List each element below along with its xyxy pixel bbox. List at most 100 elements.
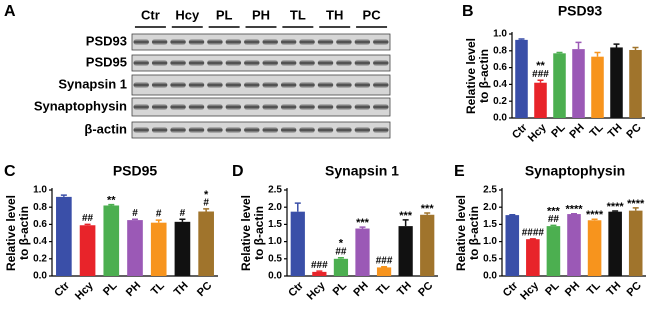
blot-band	[188, 82, 205, 88]
error-bar	[591, 218, 598, 221]
blot-band	[244, 60, 260, 66]
blot-band	[262, 104, 278, 110]
y-tick-label: 1.0	[483, 236, 497, 247]
x-tick-label: PC	[195, 280, 214, 299]
blot-band	[299, 127, 315, 133]
y-tick-label: 1.0	[33, 185, 47, 196]
blot-band	[207, 39, 223, 45]
y-axis-label: Relative level	[454, 195, 468, 271]
row-label: PSD93	[86, 33, 127, 48]
blot-band	[373, 39, 389, 45]
y-tick-label: 0.8	[33, 202, 47, 213]
y-tick-label: 0.0	[33, 271, 47, 282]
blot-band	[262, 127, 278, 133]
y-tick-label: 1.0	[493, 29, 507, 40]
y-tick-label: 0.6	[33, 219, 47, 230]
blot-band	[317, 60, 334, 66]
y-tick-label: 0.2	[493, 96, 507, 107]
blot-band	[133, 127, 149, 133]
y-tick-label: 2.5	[268, 185, 282, 196]
x-tick-label: TH	[395, 280, 414, 299]
blot-band	[244, 39, 260, 45]
significance-star: ***	[547, 205, 561, 217]
significance-hash: #	[132, 208, 138, 219]
blot-band	[225, 104, 242, 110]
blot-strip	[131, 121, 391, 139]
blot-band	[151, 127, 168, 133]
bar	[398, 226, 413, 276]
error-bar	[556, 51, 563, 54]
bar	[79, 225, 96, 276]
blot-band	[188, 39, 205, 45]
error-bar	[575, 41, 582, 50]
blot-band	[280, 127, 297, 133]
panel-letter: C	[4, 163, 16, 180]
bar	[56, 196, 72, 276]
blot-band	[373, 104, 389, 110]
blot-band	[354, 127, 371, 133]
bar	[312, 271, 327, 276]
y-tick-label: 1.5	[268, 219, 282, 230]
significance-star: ****	[586, 209, 604, 221]
panel-letter: B	[462, 3, 474, 20]
lane-label: PC	[363, 7, 382, 22]
bar	[376, 267, 392, 276]
bar	[534, 82, 547, 118]
blot-band	[188, 127, 205, 133]
y-tick-label: 0.0	[493, 113, 507, 124]
blot-band	[299, 82, 315, 88]
blot-band	[317, 39, 334, 45]
blot-strip	[131, 33, 391, 51]
y-tick-label: 0.0	[483, 271, 497, 282]
blot-band	[170, 104, 186, 110]
y-axis-label: to β-actin	[477, 49, 491, 103]
error-bar	[132, 218, 138, 221]
error-bar	[612, 210, 619, 212]
y-axis-label: Relative level	[464, 38, 478, 114]
blot-band	[373, 60, 389, 66]
significance-hash: #	[203, 198, 209, 209]
error-bar	[60, 194, 67, 197]
significance-hash: ###	[311, 260, 328, 271]
y-tick-label: 1.0	[268, 236, 282, 247]
error-bar	[108, 203, 115, 206]
blot-band	[244, 82, 260, 88]
x-tick-label: TH	[172, 280, 191, 299]
y-tick-label: 2.0	[483, 202, 497, 213]
bar	[629, 49, 642, 118]
blot-band	[170, 39, 186, 45]
error-bar	[381, 265, 388, 268]
blot-band	[280, 82, 297, 88]
y-axis-label: Relative level	[239, 195, 253, 271]
y-tick-label: 2.0	[268, 202, 282, 213]
blot-band	[170, 82, 186, 88]
x-tick-label: PH	[124, 280, 143, 299]
blot-strip	[131, 97, 391, 117]
significance-hash: ##	[548, 214, 560, 225]
bar	[420, 214, 435, 276]
chart-title: PSD93	[558, 3, 603, 19]
blot-band	[225, 127, 242, 133]
blot-band	[225, 39, 242, 45]
blot-band	[262, 82, 278, 88]
y-tick-label: 0.2	[33, 253, 47, 264]
x-tick-label: PL	[331, 279, 350, 298]
error-bar	[294, 202, 301, 212]
error-bar	[613, 43, 620, 48]
x-tick-label: PH	[351, 280, 370, 299]
panel-letter: D	[232, 163, 244, 180]
blot-band	[373, 127, 389, 133]
x-tick-label: Ctr	[501, 279, 521, 299]
chart-title: PSD95	[113, 163, 158, 179]
x-tick-label: Hcy	[73, 279, 96, 302]
y-tick-label: 0.4	[493, 79, 507, 90]
blot-strip	[131, 54, 391, 72]
bar	[333, 258, 349, 276]
blot-band	[244, 127, 260, 133]
blot-band	[262, 39, 278, 45]
blot-band	[336, 60, 352, 66]
error-bar	[594, 51, 601, 57]
blot-band	[207, 82, 223, 88]
significance-star: **	[107, 195, 116, 207]
bar	[526, 239, 540, 276]
